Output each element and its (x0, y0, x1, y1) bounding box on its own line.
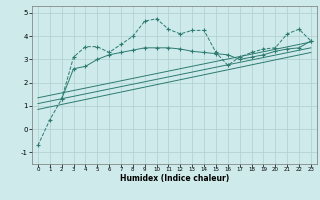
X-axis label: Humidex (Indice chaleur): Humidex (Indice chaleur) (120, 174, 229, 183)
